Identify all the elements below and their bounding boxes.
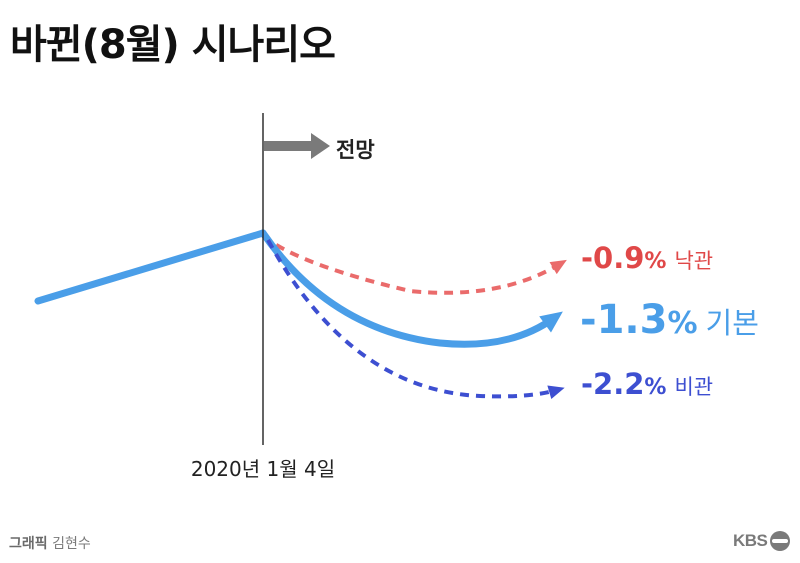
forecast-arrow	[264, 133, 330, 159]
label-pessimistic-value: -2.2	[581, 367, 644, 401]
kbs-logo-icon	[770, 531, 791, 551]
series-line-optimistic	[261, 234, 567, 295]
label-base-name: 기본	[706, 306, 759, 340]
series-line-pessimistic	[266, 239, 565, 399]
credit-author: 김현수	[52, 536, 91, 552]
label-pessimistic-unit: %	[644, 375, 666, 400]
credit-label: 그래픽	[9, 536, 48, 552]
graphic-credit: 그래픽 김현수	[9, 533, 91, 553]
label-pessimistic: -2.2% 비관	[581, 367, 713, 401]
date-marker-label: 2020년 1월 4일	[191, 457, 335, 481]
series-line-base	[259, 229, 563, 348]
label-optimistic-value: -0.9	[581, 241, 644, 275]
label-optimistic-unit: %	[644, 249, 666, 274]
label-optimistic: -0.9% 낙관	[581, 241, 713, 275]
label-base: -1.3% 기본	[580, 297, 759, 343]
kbs-logo: KBS	[733, 531, 791, 551]
forecast-label: 전망	[336, 138, 375, 162]
label-pessimistic-name: 비관	[674, 375, 713, 399]
history-line	[34, 229, 267, 305]
label-base-unit: %	[667, 306, 697, 341]
logo-text: KBS	[733, 531, 768, 550]
label-optimistic-name: 낙관	[674, 249, 713, 273]
label-base-value: -1.3	[580, 297, 667, 343]
page-title: 바뀐(8월) 시나리오	[10, 22, 336, 68]
